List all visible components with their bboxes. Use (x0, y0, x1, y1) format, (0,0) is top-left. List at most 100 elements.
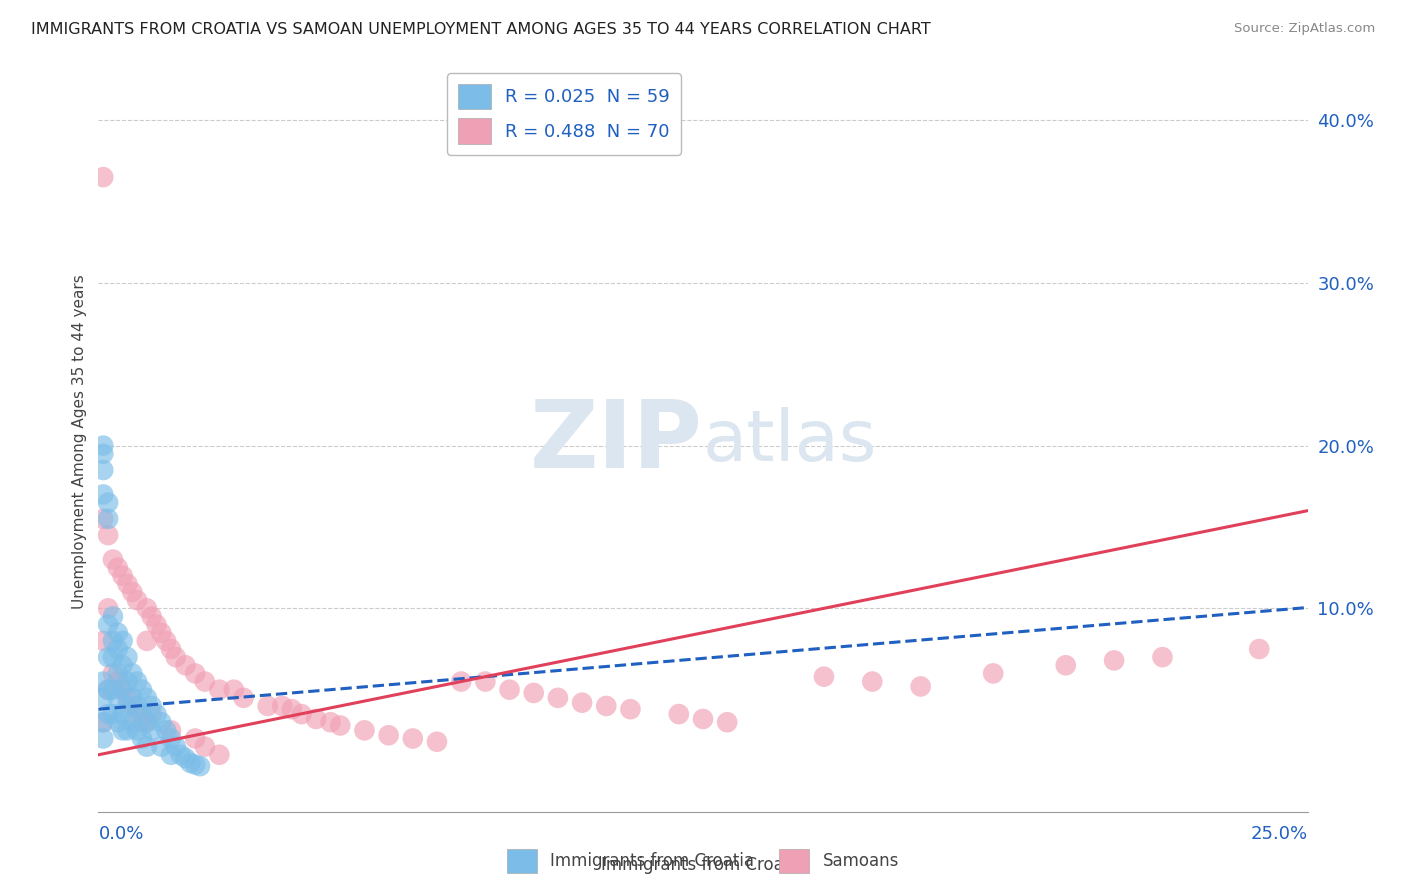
Point (101, 707, 124, 722)
Point (169, 747, 191, 762)
Point (131, 715, 153, 730)
Point (184, 757, 207, 772)
Point (91, 715, 114, 730)
Point (1102, 653, 1125, 667)
Point (256, 698, 278, 713)
Point (101, 552, 124, 566)
Point (91, 731, 114, 746)
Point (107, 625, 129, 640)
Point (174, 658, 197, 673)
Point (981, 666, 1004, 681)
Point (208, 747, 231, 762)
Point (121, 715, 143, 730)
Point (91, 512, 114, 526)
Point (97, 682, 120, 697)
Point (107, 560, 129, 574)
Point (111, 658, 134, 673)
Point (145, 707, 167, 722)
Point (426, 735, 449, 749)
Point (860, 674, 883, 689)
Point (305, 712, 328, 726)
Point (121, 690, 143, 705)
Point (547, 690, 569, 705)
Point (1152, 650, 1174, 665)
Point (184, 731, 207, 746)
Point (117, 690, 139, 705)
Point (121, 585, 143, 599)
Point (117, 577, 139, 591)
Point (111, 682, 134, 697)
Y-axis label: Unemployment Among Ages 35 to 44 years: Unemployment Among Ages 35 to 44 years (72, 274, 87, 609)
Legend: Immigrants from Croatia, Samoans: Immigrants from Croatia, Samoans (501, 842, 905, 880)
Point (131, 731, 153, 746)
Point (117, 674, 139, 689)
Point (160, 747, 183, 762)
Text: Source: ZipAtlas.com: Source: ZipAtlas.com (1234, 22, 1375, 36)
Point (319, 715, 342, 730)
Point (91, 690, 114, 705)
Point (117, 698, 139, 713)
Point (188, 759, 211, 773)
Point (135, 690, 157, 705)
Text: Immigrants from Croatia: Immigrants from Croatia (600, 856, 806, 874)
Point (127, 707, 149, 722)
Point (174, 751, 197, 765)
Point (107, 642, 129, 657)
Point (91, 674, 114, 689)
Point (135, 739, 157, 754)
Text: ZIP: ZIP (530, 395, 703, 488)
Point (160, 723, 183, 738)
Point (97, 601, 120, 615)
Text: 25.0%: 25.0% (1250, 825, 1308, 843)
Point (194, 674, 217, 689)
Point (97, 528, 120, 542)
Point (127, 593, 149, 607)
Point (160, 642, 183, 657)
Point (165, 739, 187, 754)
Point (131, 707, 153, 722)
Point (117, 723, 139, 738)
Point (135, 715, 157, 730)
Point (107, 666, 129, 681)
Point (97, 707, 120, 722)
Point (111, 568, 134, 582)
Point (523, 686, 546, 700)
Point (271, 698, 294, 713)
Point (131, 682, 153, 697)
Point (91, 633, 114, 648)
Point (155, 633, 177, 648)
Text: atlas: atlas (703, 407, 877, 476)
Point (1249, 642, 1271, 657)
Point (121, 666, 143, 681)
Point (208, 682, 231, 697)
Point (290, 707, 312, 722)
Point (117, 650, 139, 665)
Point (716, 715, 738, 730)
Point (111, 723, 134, 738)
Point (377, 728, 399, 742)
Point (232, 690, 254, 705)
Point (692, 712, 714, 726)
Point (97, 495, 120, 509)
Point (813, 670, 835, 684)
Point (101, 633, 124, 648)
Point (150, 625, 173, 640)
Point (474, 674, 496, 689)
Text: 0.0%: 0.0% (98, 825, 143, 843)
Point (155, 723, 177, 738)
Point (184, 666, 207, 681)
Point (135, 601, 157, 615)
Point (160, 731, 183, 746)
Point (194, 739, 217, 754)
Point (1054, 658, 1077, 673)
Point (498, 682, 520, 697)
Point (402, 731, 425, 746)
Point (101, 609, 124, 624)
Text: IMMIGRANTS FROM CROATIA VS SAMOAN UNEMPLOYMENT AMONG AGES 35 TO 44 YEARS CORRELA: IMMIGRANTS FROM CROATIA VS SAMOAN UNEMPL… (31, 22, 931, 37)
Point (101, 650, 124, 665)
Point (619, 702, 641, 716)
Point (668, 707, 690, 722)
Point (91, 170, 114, 185)
Point (145, 617, 167, 632)
Point (91, 463, 114, 477)
